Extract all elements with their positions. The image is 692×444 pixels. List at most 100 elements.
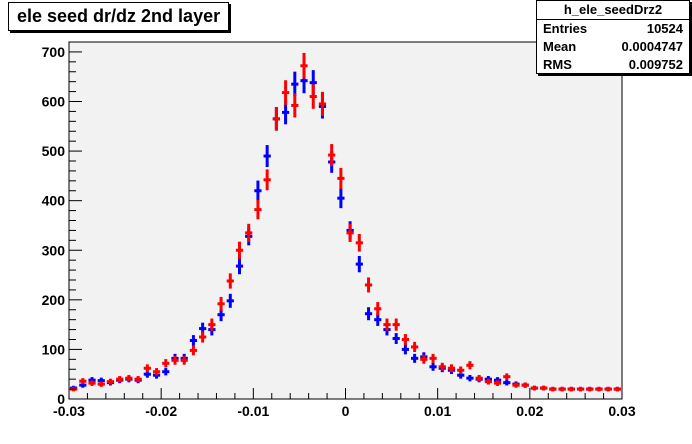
data-point bbox=[586, 386, 594, 392]
data-point bbox=[466, 374, 474, 382]
data-point bbox=[162, 368, 170, 376]
data-point bbox=[143, 364, 151, 373]
data-point bbox=[134, 376, 142, 383]
x-tick-label: 0.01 bbox=[424, 403, 451, 419]
data-point bbox=[106, 378, 115, 385]
x-tick-label: -0.01 bbox=[237, 403, 269, 419]
data-point bbox=[171, 355, 179, 365]
data-point bbox=[199, 331, 207, 343]
data-point bbox=[281, 80, 290, 105]
x-tick-label: -0.03 bbox=[53, 403, 85, 419]
data-point bbox=[318, 91, 327, 117]
data-point bbox=[355, 234, 363, 252]
data-point bbox=[374, 313, 382, 326]
data-point bbox=[226, 273, 234, 289]
data-point bbox=[374, 302, 382, 316]
stats-histogram-name: h_ele_seedDrz2 bbox=[537, 1, 689, 20]
data-point bbox=[576, 386, 585, 392]
x-tick-label: 0.02 bbox=[516, 403, 543, 419]
x-tick-label: -0.02 bbox=[145, 403, 177, 419]
stats-box: h_ele_seedDrz2 Entries 10524 Mean 0.0004… bbox=[536, 0, 690, 74]
data-point bbox=[595, 386, 603, 392]
data-point bbox=[346, 223, 354, 242]
plot-frame bbox=[68, 41, 623, 400]
y-tick-label: 600 bbox=[42, 94, 66, 110]
data-point bbox=[503, 373, 511, 381]
data-point bbox=[355, 255, 363, 273]
data-point bbox=[180, 355, 188, 365]
data-point bbox=[521, 382, 529, 388]
data-point bbox=[401, 344, 410, 355]
data-point bbox=[337, 188, 345, 209]
data-point bbox=[189, 335, 198, 346]
y-tick-label: 700 bbox=[42, 44, 66, 60]
data-point bbox=[512, 382, 520, 388]
data-point bbox=[226, 293, 234, 308]
data-point bbox=[429, 353, 437, 363]
data-point bbox=[411, 341, 419, 353]
stats-entries-label: Entries bbox=[543, 21, 588, 36]
stats-mean-value: 0.0004747 bbox=[621, 39, 683, 54]
stats-row-rms: RMS 0.009752 bbox=[537, 56, 689, 74]
y-tick-label: 500 bbox=[42, 143, 66, 159]
stats-rms-label: RMS bbox=[543, 57, 572, 72]
y-tick-label: 400 bbox=[42, 193, 66, 209]
x-tick-label: 0 bbox=[342, 403, 350, 419]
data-point bbox=[235, 241, 244, 259]
data-point bbox=[254, 180, 262, 201]
data-point bbox=[337, 167, 345, 189]
data-point bbox=[162, 359, 170, 368]
data-point bbox=[309, 84, 317, 109]
data-point bbox=[125, 374, 133, 382]
series-1 bbox=[70, 52, 621, 392]
stats-row-entries: Entries 10524 bbox=[537, 20, 689, 38]
x-tick-label: 0.03 bbox=[608, 403, 635, 419]
data-point bbox=[411, 353, 419, 363]
y-tick-label: 200 bbox=[42, 292, 66, 308]
data-point bbox=[79, 378, 87, 385]
data-point bbox=[401, 334, 410, 345]
data-point bbox=[392, 318, 400, 331]
data-point bbox=[540, 385, 548, 391]
series-layer bbox=[70, 52, 621, 392]
data-point bbox=[291, 93, 299, 118]
data-point bbox=[272, 107, 280, 131]
data-point bbox=[457, 366, 465, 375]
data-point bbox=[530, 385, 539, 391]
data-point bbox=[116, 376, 124, 383]
data-point bbox=[567, 386, 575, 392]
data-point bbox=[466, 361, 474, 370]
axis-layer: -0.03 -0.02 -0.01 0 0.01 0.02 0.03 0 100 200 300 40… bbox=[42, 41, 636, 419]
data-point bbox=[364, 307, 373, 321]
data-point bbox=[328, 144, 336, 167]
y-tick-label: 100 bbox=[42, 341, 66, 357]
data-point bbox=[604, 386, 612, 392]
stats-entries-value: 10524 bbox=[646, 21, 683, 36]
data-point bbox=[549, 386, 557, 392]
data-point bbox=[484, 378, 492, 385]
data-point bbox=[235, 257, 244, 275]
data-point bbox=[254, 199, 262, 220]
data-point bbox=[263, 169, 271, 191]
data-point bbox=[208, 318, 216, 331]
data-point bbox=[152, 368, 161, 376]
y-tick-label: 0 bbox=[57, 391, 65, 407]
data-point bbox=[475, 374, 483, 382]
stats-mean-label: Mean bbox=[543, 39, 577, 54]
data-point bbox=[88, 380, 96, 386]
data-point bbox=[263, 145, 271, 168]
data-point bbox=[189, 345, 198, 356]
chart-title: ele seed dr/dz 2nd layer bbox=[8, 2, 230, 31]
stats-rms-value: 0.009752 bbox=[628, 57, 683, 72]
data-point bbox=[493, 380, 502, 386]
data-point bbox=[97, 381, 105, 387]
data-point bbox=[613, 386, 621, 392]
data-point bbox=[383, 318, 391, 331]
data-point bbox=[438, 362, 446, 371]
stats-row-mean: Mean 0.0004747 bbox=[537, 38, 689, 56]
data-point bbox=[291, 71, 299, 97]
data-point bbox=[503, 379, 511, 386]
data-point bbox=[420, 354, 428, 364]
data-point bbox=[245, 223, 253, 242]
